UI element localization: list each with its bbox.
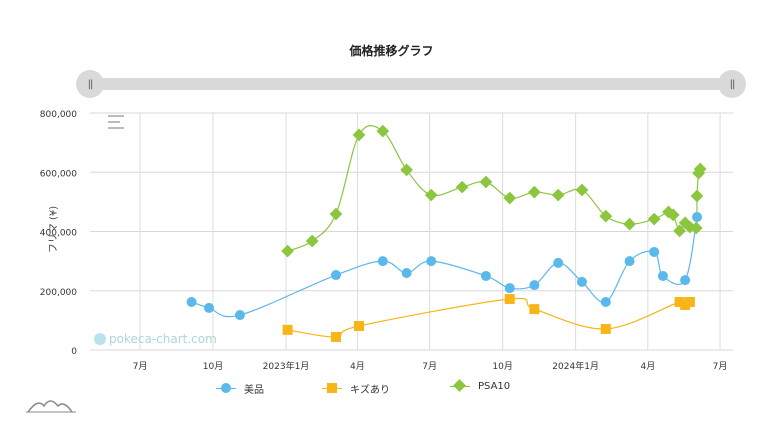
data-point-psa10 <box>305 234 319 248</box>
y-tick-label: 200,000 <box>40 288 77 298</box>
legend-item-psa10[interactable]: PSA10 <box>450 379 510 392</box>
diamond-marker-icon <box>450 379 470 392</box>
y-tick-label: 0 <box>71 347 77 357</box>
data-point-bihin <box>600 297 611 308</box>
watermark: pokeca-chart.com <box>94 332 217 346</box>
data-point-psa10 <box>352 128 366 142</box>
grip-icon: || <box>729 78 736 90</box>
data-point-kizuari <box>674 297 685 308</box>
square-marker-icon <box>322 383 342 393</box>
site-logo-icon <box>26 400 76 413</box>
data-point-bihin <box>624 256 635 267</box>
x-tick-label: 10月 <box>492 361 512 372</box>
data-point-bihin <box>330 270 341 281</box>
data-point-kizuari <box>282 324 293 335</box>
data-point-bihin <box>401 267 412 278</box>
data-point-psa10 <box>329 207 343 221</box>
data-point-psa10 <box>575 183 589 197</box>
data-point-psa10 <box>400 163 413 177</box>
data-point-psa10 <box>528 185 541 199</box>
data-point-bihin <box>504 283 515 294</box>
filter-icon <box>108 115 124 129</box>
data-point-psa10 <box>690 189 704 203</box>
legend-item-kizuari[interactable]: キズあり <box>322 381 390 396</box>
data-point-psa10 <box>503 191 517 205</box>
y-tick-label: 400,000 <box>40 229 77 239</box>
y-tick-label: 600,000 <box>40 169 77 179</box>
circle-marker-icon <box>216 383 236 393</box>
legend-item-bihin[interactable]: 美品 <box>216 381 264 396</box>
x-tick-label: 4月 <box>350 361 365 372</box>
data-point-bihin <box>649 246 660 257</box>
data-point-psa10 <box>281 244 294 258</box>
data-point-bihin <box>576 276 587 287</box>
data-point-bihin <box>186 297 197 308</box>
data-point-bihin <box>692 211 703 222</box>
range-slider-right-handle[interactable]: || <box>718 70 746 98</box>
grip-icon: || <box>87 78 94 90</box>
chart-title: 価格推移グラフ <box>349 44 434 58</box>
x-tick-label: 2024年1月 <box>552 360 599 372</box>
data-point-psa10 <box>424 188 438 202</box>
data-point-bihin <box>234 310 245 321</box>
data-point-bihin <box>553 257 564 268</box>
data-point-kizuari <box>684 297 695 308</box>
data-point-bihin <box>657 270 668 281</box>
data-point-bihin <box>529 280 540 291</box>
data-point-kizuari <box>354 321 365 332</box>
x-tick-label: 10月 <box>203 361 223 372</box>
y-axis-title: フリマ (¥) <box>48 205 60 254</box>
data-point-bihin <box>204 302 215 313</box>
x-tick-label: 7月 <box>713 361 728 372</box>
range-slider-left-handle[interactable]: || <box>76 70 104 98</box>
data-point-psa10 <box>551 188 565 202</box>
y-tick-label: 800,000 <box>40 110 77 120</box>
data-point-bihin <box>377 256 388 267</box>
data-point-psa10 <box>479 175 493 189</box>
data-point-psa10 <box>623 217 636 231</box>
data-point-kizuari <box>529 304 540 315</box>
range-slider-track[interactable] <box>90 78 732 90</box>
series-line-2 <box>287 125 701 252</box>
data-point-psa10 <box>455 180 469 194</box>
logo-icon <box>94 333 106 345</box>
data-point-psa10 <box>647 212 661 226</box>
series-line-1 <box>287 297 691 338</box>
data-point-psa10 <box>376 124 390 138</box>
x-tick-label: 4月 <box>640 361 655 372</box>
data-point-kizuari <box>330 331 341 342</box>
x-tick-label: 7月 <box>422 361 437 372</box>
data-point-bihin <box>426 256 437 267</box>
data-point-kizuari <box>504 294 515 305</box>
data-point-bihin <box>680 275 691 286</box>
data-point-bihin <box>480 270 491 281</box>
x-tick-label: 7月 <box>133 361 148 372</box>
x-tick-label: 2023年1月 <box>263 360 310 372</box>
data-point-kizuari <box>600 323 611 334</box>
